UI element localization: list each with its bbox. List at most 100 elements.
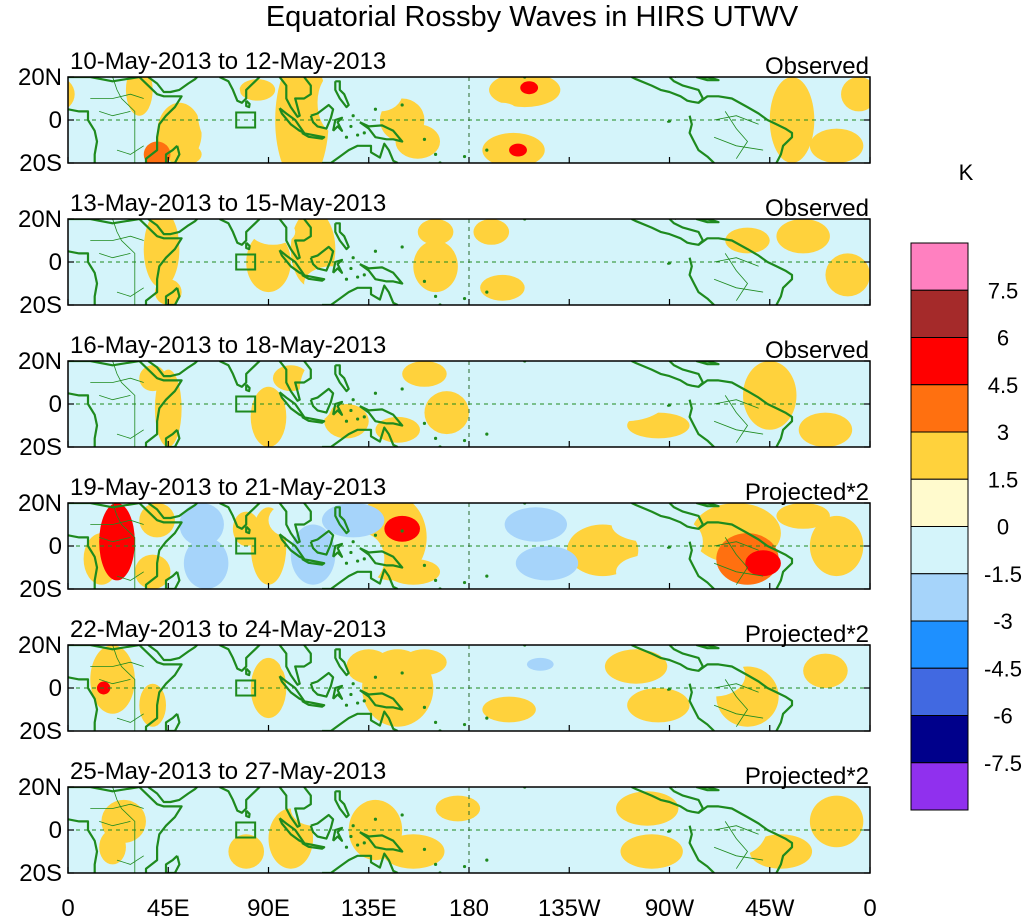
border [724,111,748,159]
border [99,253,131,259]
anomaly-blob [368,253,414,297]
coastline [695,361,720,366]
island [344,845,349,849]
island [400,529,404,533]
coastline [301,415,326,424]
colorbar-tick-label: -6 [993,704,1013,729]
anomaly-blob [201,102,229,163]
y-tick-label: 20N [18,206,62,233]
coastline [359,263,404,285]
anomaly-blob [627,688,690,723]
coastline [68,676,99,731]
coastline [301,557,326,566]
coastline [359,405,404,427]
border [90,93,144,99]
coastline [697,237,794,305]
coastline [697,379,794,447]
island [351,398,355,402]
anomaly-blob [250,219,296,245]
island [400,813,404,817]
anomaly-blob [591,98,681,159]
coastline [278,675,306,702]
island [422,421,427,425]
island [485,290,489,294]
anomaly-blob [511,795,583,830]
border [713,420,764,435]
border [116,713,144,723]
island [400,671,404,675]
border [724,537,748,585]
colorbar-unit: K [959,160,974,185]
anomaly-blob [515,546,579,581]
border [90,235,144,241]
anomaly-blob [317,77,354,133]
coastline [147,77,198,94]
island [433,578,438,583]
panel-date-range: 25-May-2013 to 27-May-2013 [70,758,386,785]
anomaly-blob [154,369,182,447]
colorbar-tick-label: -1.5 [984,562,1022,587]
anomaly-blob [604,649,668,684]
island [356,701,360,705]
border [713,704,764,719]
y-tick-label: 0 [49,107,62,134]
island [485,432,489,436]
border [116,429,144,439]
border [90,661,144,667]
anomaly-blob [413,240,458,293]
anomaly-blob [301,675,347,727]
y-tick-label: 20N [18,774,62,801]
coastline [697,521,794,589]
border [713,278,764,293]
coastline [147,219,198,236]
border [116,855,144,865]
y-tick-label: 0 [49,391,62,418]
coastline [278,391,306,418]
border [90,377,144,383]
panel-label: Projected*2 [745,479,869,506]
island [433,720,438,725]
anomaly-blob [357,77,403,112]
colorbar-tick-label: -7.5 [984,751,1022,776]
border [99,395,131,401]
island [422,137,427,141]
border [112,77,136,163]
y-tick-label: 0 [49,817,62,844]
anomaly-blob [125,77,153,116]
coastline [688,683,715,731]
coastline [334,790,350,819]
anomaly-blob [469,416,514,443]
anomaly-blob [616,554,688,589]
border [724,821,748,869]
coastline [278,107,306,134]
anomaly-blob [535,236,581,271]
anomaly-blob [321,503,385,538]
contour-field [143,219,870,305]
colorbar-tick-label: 7.5 [988,278,1019,303]
island [462,864,467,869]
anomaly-blob [384,515,420,542]
anomaly-blob [825,253,870,297]
colorbar-tick-label: 0 [997,515,1009,540]
island [362,841,366,845]
coastline [278,361,312,402]
panel: 20N 0 20S 13-May-2013 to 15-May-2013 Observe… [18,190,871,319]
anomaly-blob [776,219,830,254]
island [362,131,366,135]
anomaly-blob [749,834,813,869]
island [422,279,427,283]
coastline [695,787,720,792]
border [713,562,764,577]
border [714,399,759,409]
colorbar-swatch [910,573,969,622]
border [112,361,136,447]
anomaly-blob [157,787,202,839]
y-tick-label: 20N [18,490,62,517]
border [714,541,759,551]
coastline [278,503,312,544]
coastline [309,671,335,698]
y-tick-label: 0 [49,533,62,560]
island [351,256,355,260]
island [349,834,353,839]
colorbar-swatch [910,337,969,386]
